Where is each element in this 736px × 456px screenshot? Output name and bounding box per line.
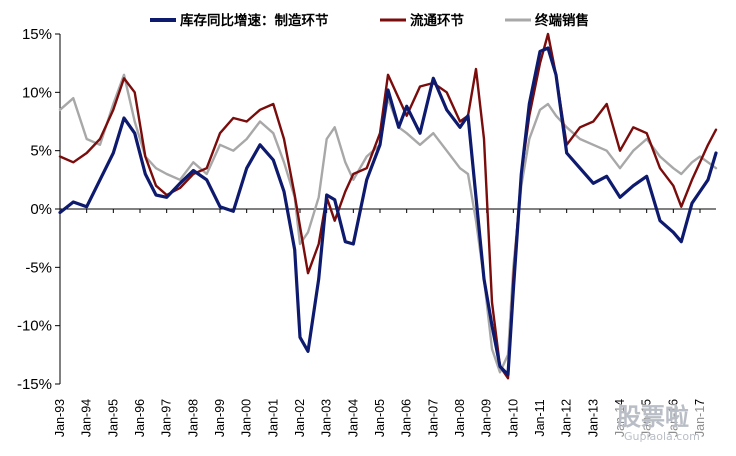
y-tick-label: -5%: [25, 259, 52, 276]
series-line-3: [58, 73, 718, 374]
series-line-2: [58, 32, 718, 380]
y-tick-label: 15%: [22, 26, 52, 43]
y-tick-label: 5%: [30, 143, 52, 160]
y-tick-label: -10%: [17, 318, 52, 335]
y-tick-label: -15%: [17, 376, 52, 393]
y-tick-label: 0%: [30, 201, 52, 218]
x-tick-label: Jan-10: [506, 399, 520, 437]
watermark-logo: 股票啦 Gupiaola.com: [610, 403, 722, 443]
x-tick-label: Jan-93: [53, 399, 67, 437]
x-tick-label: Jan-97: [160, 399, 174, 437]
x-tick-label: Jan-08: [453, 399, 467, 437]
series-layer: [58, 32, 718, 380]
legend-label-1: 库存同比增速：制造环节: [180, 12, 329, 29]
x-tick-label: Jan-13: [586, 399, 600, 437]
y-axis: 15% 10% 5% 0% -5% -10% -15%: [17, 26, 61, 393]
x-tick-label: Jan-09: [480, 399, 494, 437]
x-tick-label: Jan-98: [186, 399, 200, 437]
watermark-site-text: Gupiaola.com: [624, 430, 700, 443]
series-line-1: [58, 46, 718, 377]
x-tick-label: Jan-06: [400, 399, 414, 437]
x-tick-label: Jan-01: [266, 399, 280, 437]
x-tick-label: Jan-95: [106, 399, 120, 437]
x-tick-label: Jan-04: [346, 399, 360, 437]
legend-label-3: 终端销售: [535, 12, 589, 29]
x-tick-label: Jan-05: [373, 399, 387, 437]
legend: 库存同比增速：制造环节 流通环节 终端销售: [150, 12, 589, 29]
x-tick-label: Jan-99: [213, 399, 227, 437]
x-tick-label: Jan-96: [133, 399, 147, 437]
x-tick-label: Jan-00: [240, 399, 254, 437]
x-tick-label: Jan-12: [560, 399, 574, 437]
x-tick-label: Jan-94: [80, 399, 94, 437]
watermark-main-text: 股票啦: [617, 403, 689, 431]
x-tick-label: Jan-11: [533, 399, 547, 436]
x-tick-label: Jan-03: [320, 399, 334, 437]
x-tick-label: Jan-07: [426, 399, 440, 437]
x-tick-label: Jan-02: [293, 399, 307, 437]
y-tick-label: 10%: [22, 84, 52, 101]
watermark-box: [610, 404, 722, 440]
legend-label-2: 流通环节: [410, 12, 464, 29]
